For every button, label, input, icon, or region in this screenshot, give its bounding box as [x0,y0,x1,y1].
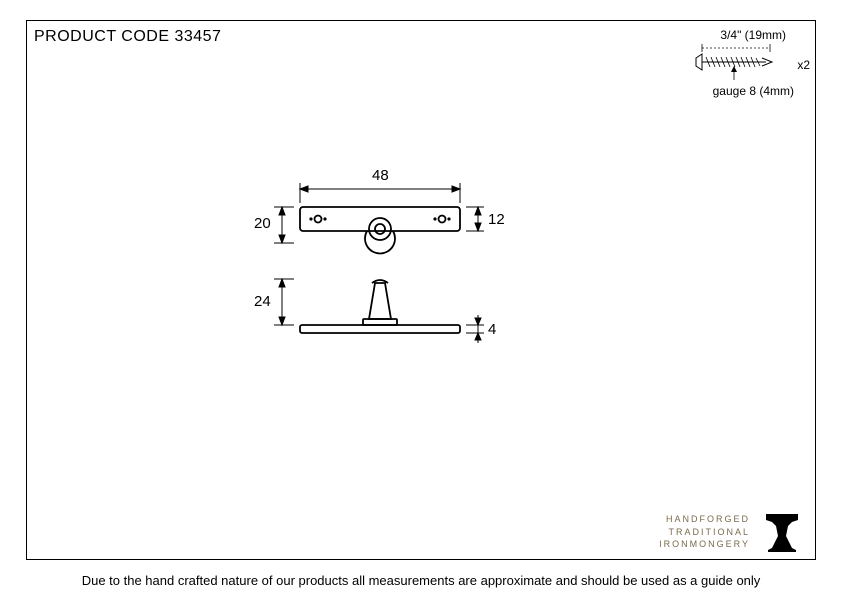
dim-height-20: 20 [254,215,271,232]
dim-height-12: 12 [488,211,505,228]
branding: HANDFORGED TRADITIONAL IRONMONGERY [659,510,802,554]
dim-thickness-4: 4 [488,321,496,338]
screw-icon [694,44,794,84]
branding-line3: IRONMONGERY [659,538,750,551]
screw-spec: 3/4" (19mm) x2 gauge 8 (4mm) [686,42,806,102]
branding-line1: HANDFORGED [659,513,750,526]
screw-length-label: 3/4" (19mm) [720,28,786,42]
screw-qty-label: x2 [797,58,810,72]
dim-width-48: 48 [372,167,389,184]
dim-pin-24: 24 [254,293,271,310]
product-code: PRODUCT CODE 33457 [34,28,221,46]
drawing-svg [260,175,520,395]
disclaimer-text: Due to the hand crafted nature of our pr… [0,573,842,588]
branding-text: HANDFORGED TRADITIONAL IRONMONGERY [659,513,750,551]
screw-gauge-label: gauge 8 (4mm) [713,84,794,98]
technical-drawing: 48 12 20 24 4 [260,175,520,395]
anvil-logo-icon [762,510,802,554]
branding-line2: TRADITIONAL [659,526,750,539]
